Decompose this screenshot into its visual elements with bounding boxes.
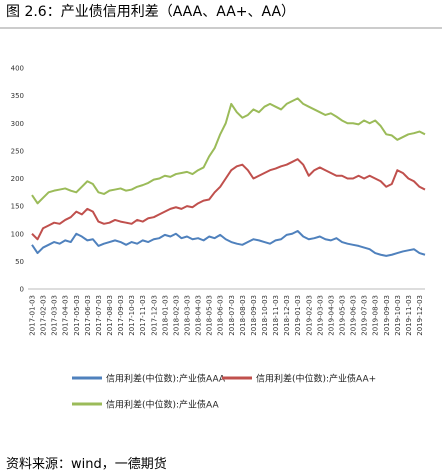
chart-title: 图 2.6：产业债信用利差（AAA、AA+、AA） xyxy=(6,4,295,20)
x-tick-label: 2019-11-03 xyxy=(405,295,413,336)
x-tick-label: 2017-05-03 xyxy=(73,295,81,336)
source-note: 资料来源：wind，一德期货 xyxy=(6,456,167,472)
x-tick-label: 2019-07-03 xyxy=(361,295,369,336)
x-tick-label: 2017-10-03 xyxy=(128,295,136,336)
x-tick-label: 2018-09-03 xyxy=(250,295,258,336)
legend-label: 信用利差(中位数):产业债AA+ xyxy=(256,373,376,385)
y-tick-label: 250 xyxy=(11,147,24,155)
series-line xyxy=(31,97,426,205)
legend-label: 信用利差(中位数):产业债AAA xyxy=(106,373,226,385)
x-tick-label: 2018-01-03 xyxy=(161,295,169,336)
x-tick-label: 2017-07-03 xyxy=(95,295,103,336)
x-tick-label: 2019-03-03 xyxy=(316,295,324,336)
x-tick-label: 2017-09-03 xyxy=(117,295,125,336)
x-tick-label: 2017-12-03 xyxy=(150,295,158,336)
x-tick-label: 2018-02-03 xyxy=(172,295,180,336)
y-tick-label: 200 xyxy=(11,175,24,183)
y-tick-label: 100 xyxy=(11,230,24,238)
x-tick-label: 2019-08-03 xyxy=(372,295,380,336)
y-tick-label: 50 xyxy=(15,258,24,266)
x-tick-label: 2018-12-03 xyxy=(283,295,291,336)
x-tick-label: 2017-11-03 xyxy=(139,295,147,336)
x-tick-label: 2019-01-03 xyxy=(294,295,302,336)
x-tick-label: 2019-06-03 xyxy=(350,295,358,336)
x-tick-label: 2017-02-03 xyxy=(40,295,48,336)
y-tick-label: 400 xyxy=(11,65,24,73)
x-tick-label: 2017-01-03 xyxy=(29,295,37,336)
x-tick-label: 2019-10-03 xyxy=(394,295,402,336)
x-tick-label: 2018-10-03 xyxy=(261,295,269,336)
x-tick-label: 2018-08-03 xyxy=(239,295,247,336)
x-tick-label: 2018-05-03 xyxy=(206,295,214,336)
x-tick-label: 2017-06-03 xyxy=(84,295,92,336)
y-tick-label: 150 xyxy=(11,203,24,211)
y-tick-label: 300 xyxy=(11,120,24,128)
x-tick-label: 2018-03-03 xyxy=(183,295,191,336)
y-tick-label: 350 xyxy=(11,92,24,100)
x-tick-label: 2017-04-03 xyxy=(62,295,70,336)
legend-label: 信用利差(中位数):产业债AA xyxy=(106,399,219,411)
x-tick-label: 2019-05-03 xyxy=(338,295,346,336)
x-tick-label: 2019-09-03 xyxy=(383,295,391,336)
x-tick-label: 2019-02-03 xyxy=(305,295,313,336)
x-tick-label: 2019-04-03 xyxy=(327,295,335,336)
x-tick-label: 2017-03-03 xyxy=(51,295,59,336)
x-tick-label: 2018-06-03 xyxy=(217,295,225,336)
x-tick-label: 2018-07-03 xyxy=(228,295,236,336)
x-tick-label: 2018-11-03 xyxy=(272,295,280,336)
y-tick-label: 0 xyxy=(20,286,24,294)
series-line xyxy=(31,229,426,257)
x-tick-label: 2018-04-03 xyxy=(195,295,203,336)
series-line xyxy=(31,158,426,241)
x-tick-label: 2017-08-03 xyxy=(106,295,114,336)
x-tick-label: 2019-12-03 xyxy=(416,295,424,336)
